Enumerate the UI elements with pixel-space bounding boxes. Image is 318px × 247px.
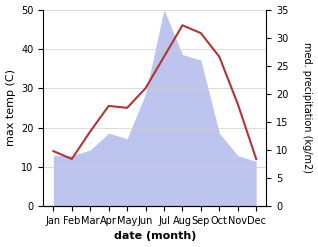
Y-axis label: max temp (C): max temp (C) xyxy=(5,69,16,146)
Y-axis label: med. precipitation (kg/m2): med. precipitation (kg/m2) xyxy=(302,42,313,173)
X-axis label: date (month): date (month) xyxy=(114,231,196,242)
